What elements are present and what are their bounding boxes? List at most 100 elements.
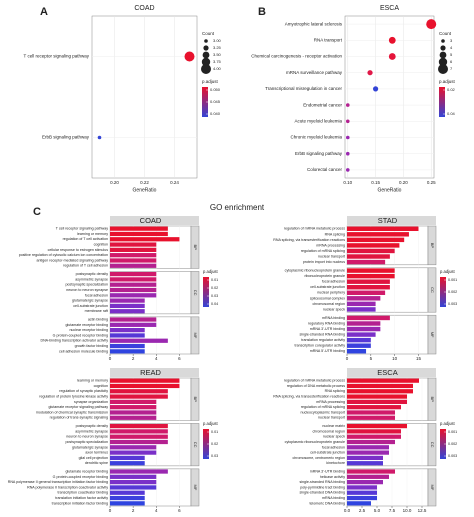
legend-tick-label: 0.04 xyxy=(447,111,456,116)
facet-strip xyxy=(190,271,200,315)
legend-label: 3 xyxy=(450,38,453,43)
y-tick-label: T cell receptor signaling pathway xyxy=(56,227,108,231)
legend-tick-label: 0.01 xyxy=(211,430,218,434)
y-tick-label: mRNA processing xyxy=(316,400,345,404)
bar xyxy=(347,450,389,455)
y-tick-label: Colorectal cancer xyxy=(307,167,343,172)
y-tick-label: Endometrial cancer xyxy=(303,102,342,107)
bar xyxy=(110,226,168,231)
y-tick-label: nuclear speck xyxy=(323,435,345,439)
bar xyxy=(347,455,383,461)
legend-label: 6 xyxy=(450,59,453,64)
legend-tick-label: 0.03 xyxy=(211,454,218,458)
x-tick-label: 4 xyxy=(155,508,158,513)
y-tick-label: RNA splicing xyxy=(325,389,345,393)
panel-label: C xyxy=(33,206,41,218)
title-strip xyxy=(347,216,436,225)
x-tick-label: 5.0 xyxy=(374,508,381,513)
facet-strip xyxy=(190,225,200,269)
x-tick-label: 0.25 xyxy=(427,180,436,185)
y-tick-label: cell-substrate junction xyxy=(310,451,345,455)
y-tick-label: RNA splicing, via transesterification re… xyxy=(273,395,345,399)
legend-dot xyxy=(203,45,209,51)
bar xyxy=(110,490,145,495)
bar xyxy=(110,309,145,314)
y-tick-label: nuclear transport xyxy=(318,254,345,258)
legend-tick-label: 0.003 xyxy=(448,302,457,306)
bar xyxy=(110,378,180,383)
bar xyxy=(347,485,377,490)
bar xyxy=(347,315,390,321)
legend-tick-label: 0.040 xyxy=(210,111,221,116)
dot xyxy=(388,36,396,44)
y-tick-label: single-stranded RNA binding xyxy=(299,333,345,337)
panel-label: B xyxy=(258,6,266,18)
legend-label: 3.50 xyxy=(213,52,222,57)
y-tick-label: G protein-coupled receptor binding xyxy=(53,475,108,479)
y-tick-label: chromosome, centromeric region xyxy=(292,456,345,460)
y-tick-label: nuclear periphery xyxy=(317,291,345,295)
y-tick-label: ribonucleoprotein granule xyxy=(304,274,345,278)
bar xyxy=(110,282,157,287)
bar xyxy=(347,480,383,485)
bar xyxy=(347,501,371,506)
bar xyxy=(110,231,168,237)
x-tick-label: 0.20 xyxy=(110,180,119,185)
x-tick-label: 15 xyxy=(416,356,422,361)
bar xyxy=(110,455,145,461)
bar xyxy=(110,349,145,354)
legend-label: 4.00 xyxy=(213,66,222,71)
y-tick-label: chromosomal region xyxy=(312,429,345,433)
y-tick-label: Chemical carcinogenesis - receptor activ… xyxy=(251,54,342,59)
y-tick-label: transcription coactivator binding xyxy=(57,491,108,495)
y-tick-label: glial cell projection xyxy=(79,456,108,460)
legend-dot xyxy=(440,45,446,51)
x-tick-label: 10 xyxy=(392,356,398,361)
facet-strip xyxy=(190,423,200,467)
facet-strip xyxy=(427,468,437,507)
y-tick-label: nuclear transport xyxy=(318,416,345,420)
color-bar xyxy=(202,87,208,117)
legend-title: p.adjust xyxy=(203,421,219,426)
x-tick-label: 6 xyxy=(178,356,181,361)
bar xyxy=(347,243,400,248)
dot xyxy=(345,168,350,172)
y-tick-label: helicase activity xyxy=(320,475,345,479)
bar xyxy=(110,405,157,410)
bar xyxy=(347,410,395,415)
y-tick-label: regulation of protein tyrosine kinase ac… xyxy=(39,395,108,399)
x-tick-label: 0.22 xyxy=(140,180,149,185)
y-tick-label: dendritic spine xyxy=(85,461,108,465)
dot xyxy=(426,19,437,30)
bar xyxy=(347,405,401,410)
y-tick-label: nuclear speck xyxy=(323,307,345,311)
bar xyxy=(347,226,419,231)
bar xyxy=(110,247,157,252)
bar xyxy=(110,474,157,479)
y-tick-label: mRNA binding xyxy=(322,496,345,500)
y-tick-label: actin binding xyxy=(88,317,108,321)
title-strip xyxy=(347,368,436,377)
y-tick-label: DNA-binding transcription activator acti… xyxy=(40,339,108,343)
y-tick-label: cell-substrate junction xyxy=(310,285,345,289)
legend-tick-label: 0.002 xyxy=(448,442,457,446)
legend-title: p.adjust xyxy=(203,269,219,274)
facet-label: MF xyxy=(193,333,198,339)
y-tick-label: regulation of mRNA metabolic process xyxy=(284,379,345,383)
y-tick-label: Acute myeloid leukemia xyxy=(294,118,342,123)
title-strip xyxy=(110,368,199,377)
bar xyxy=(347,383,413,389)
facet-strip xyxy=(427,225,437,266)
y-tick-label: neuron to neuron synapse xyxy=(66,288,108,292)
y-tick-label: positive regulation of cytosolic calcium… xyxy=(19,253,108,257)
legend-dot xyxy=(441,39,445,43)
y-tick-label: cellular response to estrogen stimulus xyxy=(48,248,109,252)
facet-strip xyxy=(427,314,437,355)
x-tick-label: 4 xyxy=(155,356,158,361)
legend-tick-label: 0.002 xyxy=(448,290,457,294)
legend-tick-label: 0.003 xyxy=(448,454,457,458)
facet-label: BP xyxy=(430,243,435,249)
bar xyxy=(110,287,157,293)
bar xyxy=(110,293,157,298)
